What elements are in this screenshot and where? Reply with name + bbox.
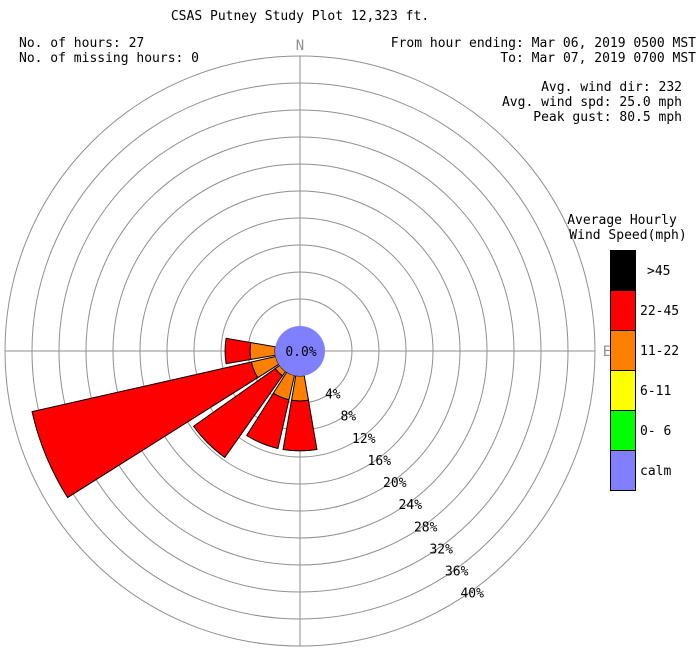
ring-label-16: 16% — [368, 454, 392, 469]
from-hour: From hour ending: Mar 06, 2019 0500 MST — [390, 36, 696, 51]
ring-label-40: 40% — [460, 587, 484, 602]
petal-270-11-22 — [249, 341, 276, 361]
ring-label-28: 28% — [414, 520, 438, 535]
ring-label-32: 32% — [429, 542, 453, 557]
missing-hours-count: No. of missing hours: 0 — [19, 51, 200, 66]
petal-225-22-45 — [192, 367, 284, 459]
compass-label-E: E — [603, 344, 611, 360]
legend-swatch-3 — [610, 370, 636, 410]
legend-swatch-0 — [610, 250, 636, 290]
legend-title-line1: Average Hourly — [567, 213, 677, 228]
petal-247.5-22-45 — [31, 361, 259, 499]
legend-title-line2: Wind Speed(mph) — [569, 228, 687, 243]
legend-swatch-5 — [610, 450, 636, 491]
petal-202.5-22-45 — [245, 392, 290, 450]
legend-color-scale — [610, 250, 636, 491]
legend-label-1: 22-45 — [640, 304, 680, 319]
legend-label-5: calm — [640, 464, 672, 479]
petal-270-22-45 — [224, 337, 252, 365]
ring-labels: 4% 8% 12% 16% 20% 24% 28% 32% 36% 40% — [325, 388, 484, 602]
peak-gust: Peak gust: 80.5 mph — [533, 110, 682, 125]
avg-wind-dir: Avg. wind dir: 232 — [541, 80, 682, 95]
legend-swatch-1 — [610, 290, 636, 330]
ring-label-8: 8% — [340, 410, 356, 425]
legend-label-3: 6-11 — [640, 384, 672, 399]
ring-label-12: 12% — [352, 432, 376, 447]
petal-180-11-22 — [290, 375, 310, 402]
ring-label-4: 4% — [325, 388, 341, 403]
ring-label-24: 24% — [399, 498, 423, 513]
chart-title: CSAS Putney Study Plot 12,323 ft. — [170, 9, 430, 24]
legend-label-0: >45 — [647, 264, 671, 279]
ring-label-20: 20% — [383, 476, 407, 491]
avg-wind-speed: Avg. wind spd: 25.0 mph — [501, 95, 682, 110]
compass-label-N: N — [296, 38, 304, 54]
to-hour: To: Mar 07, 2019 0700 MST — [500, 51, 696, 66]
legend-swatch-4 — [610, 410, 636, 450]
legend-swatch-2 — [610, 330, 636, 370]
legend-label-2: 11-22 — [640, 344, 680, 359]
calm-circle — [275, 326, 325, 376]
legend-label-4: 0- 6 — [640, 424, 672, 439]
compass-labels: NESW — [296, 38, 611, 360]
ring-label-36: 36% — [445, 565, 469, 580]
calm-percent-label: 0.0% — [285, 345, 316, 360]
wind-petals — [31, 337, 318, 499]
hours-count: No. of hours: 27 — [19, 36, 145, 51]
petal-180-22-45 — [282, 399, 318, 452]
